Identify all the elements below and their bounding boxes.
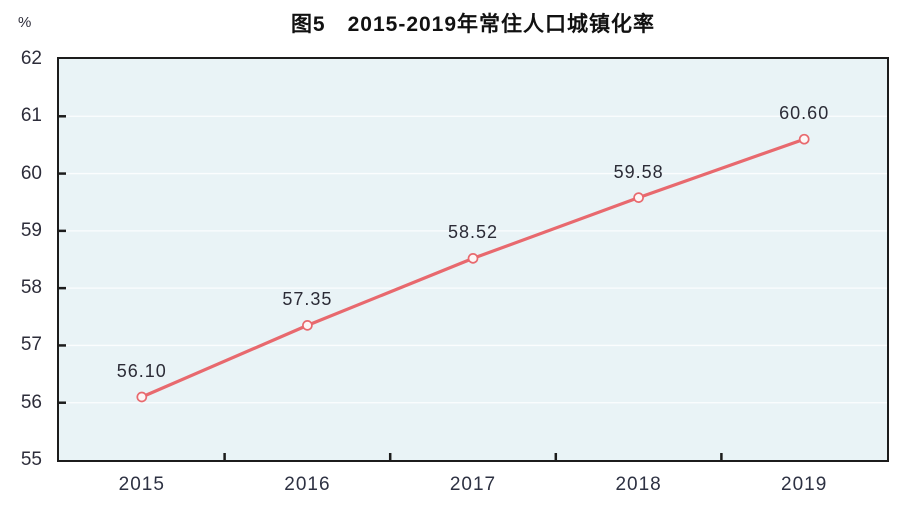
y-axis-tick-label: 62 bbox=[20, 48, 42, 69]
x-axis-tick-label: 2017 bbox=[449, 474, 497, 495]
y-axis-tick-label: 56 bbox=[20, 391, 42, 413]
plot-svg bbox=[59, 115, 887, 460]
data-point-label: 57.35 bbox=[282, 289, 333, 310]
data-point-marker bbox=[136, 391, 148, 403]
x-axis-labels: 2015 2016 2017 2018 2019 bbox=[0, 474, 900, 500]
data-point-label: 58.52 bbox=[447, 222, 499, 243]
data-point-label: 59.58 bbox=[613, 161, 664, 182]
data-point-label: 60.60 bbox=[779, 103, 830, 124]
y-axis-labels: 55 56 57 58 59 60 61 62 bbox=[0, 0, 42, 516]
y-axis-tick-label: 57 bbox=[20, 334, 42, 356]
x-axis-tick-label: 2018 bbox=[615, 474, 662, 495]
y-axis-tick-label: 59 bbox=[20, 219, 42, 241]
y-axis-tick-label: 58 bbox=[20, 277, 42, 299]
plot-area: 56.10 57.35 58.52 59.58 60.60 bbox=[57, 57, 889, 462]
x-axis-tick-label: 2019 bbox=[781, 474, 828, 495]
y-axis-unit-label: % bbox=[18, 14, 32, 31]
chart-title: 图5 2015-2019年常住人口城镇化率 bbox=[290, 13, 656, 36]
y-axis-tick-label: 60 bbox=[20, 162, 42, 184]
x-axis-tick-label: 2016 bbox=[284, 474, 331, 495]
series-line bbox=[140, 137, 806, 399]
data-point-marker bbox=[467, 253, 479, 264]
y-axis-tick-label: 61 bbox=[20, 105, 42, 127]
data-point-marker bbox=[302, 320, 313, 331]
data-point-marker bbox=[633, 192, 644, 203]
data-point-marker bbox=[798, 133, 810, 145]
x-axis-tick-label: 2015 bbox=[118, 474, 165, 495]
data-point-label: 56.10 bbox=[116, 360, 167, 381]
y-axis-tick-label: 55 bbox=[20, 449, 42, 470]
